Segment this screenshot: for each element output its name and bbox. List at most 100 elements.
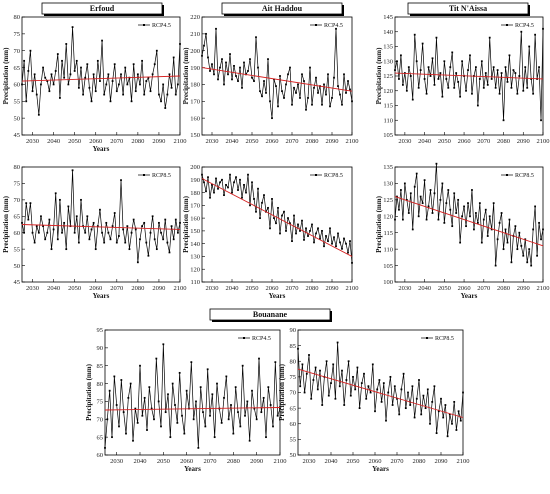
data-point <box>262 396 265 399</box>
x-tick-label: 2030 <box>26 285 39 292</box>
data-point <box>341 103 343 106</box>
data-point <box>48 218 51 221</box>
data-point <box>427 205 430 208</box>
data-point <box>431 400 434 403</box>
x-axis-label: Years <box>93 292 110 300</box>
data-point <box>223 83 225 86</box>
y-tick-label: 180 <box>190 190 200 197</box>
data-point <box>303 391 306 394</box>
x-tick-label: 2090 <box>250 458 263 465</box>
data-point <box>528 248 531 251</box>
data-point <box>453 400 456 403</box>
x-tick-label: 2080 <box>306 285 319 292</box>
x-tick-label: 2040 <box>418 138 431 145</box>
chart-title: Erfoud <box>90 4 115 13</box>
data-point <box>504 66 507 69</box>
data-point <box>404 407 407 410</box>
x-tick-label: 2090 <box>517 285 530 292</box>
data-point <box>235 176 237 179</box>
data-point <box>120 379 123 381</box>
data-point <box>136 421 139 424</box>
data-point <box>105 83 108 86</box>
data-point <box>59 97 61 99</box>
data-point <box>279 232 281 235</box>
chart-panel-2: Ait Haddou 2030 2040 2050 2060 2070 2080 2090 21… <box>182 2 359 145</box>
data-point <box>235 75 237 77</box>
trend-line <box>201 178 353 257</box>
data-point <box>120 179 122 182</box>
data-point <box>329 227 331 230</box>
data-point <box>86 63 89 66</box>
x-tick-label: 2050 <box>157 458 170 465</box>
data-point <box>297 347 299 350</box>
data-point <box>461 60 463 63</box>
data-point <box>31 90 34 93</box>
data-point <box>303 238 305 241</box>
data-point <box>309 229 311 232</box>
data-point <box>145 80 148 82</box>
data-point <box>319 369 321 372</box>
data-point <box>317 227 319 230</box>
y-tick-label: 130 <box>383 58 393 65</box>
y-tick-label: 65 <box>97 434 104 441</box>
y-tick-label: 115 <box>383 230 393 237</box>
data-point <box>255 418 258 421</box>
data-point <box>323 245 325 248</box>
data-point <box>287 217 289 220</box>
data-point <box>244 414 246 417</box>
data-point <box>113 63 116 66</box>
data-point <box>176 83 179 86</box>
x-axis-label: Years <box>93 145 110 153</box>
data-point <box>518 75 521 77</box>
data-point <box>176 421 179 424</box>
x-tick-label: 2090 <box>517 138 530 145</box>
data-point <box>162 343 165 346</box>
x-tick-label: 2100 <box>537 285 550 292</box>
data-point <box>115 404 118 406</box>
data-point <box>276 414 279 417</box>
y-tick-label: 75 <box>290 374 297 381</box>
data-point <box>417 215 420 218</box>
legend-marker <box>315 24 317 26</box>
y-tick-label: 120 <box>383 88 393 95</box>
x-tick-label: 2100 <box>537 138 550 145</box>
data-point <box>225 375 228 378</box>
data-point <box>407 212 410 214</box>
x-tick-label: 2030 <box>206 285 219 292</box>
data-point <box>305 227 307 230</box>
x-tick-label: 2100 <box>346 285 359 292</box>
data-point <box>201 173 203 176</box>
legend-label: RCP4.5 <box>252 336 271 342</box>
data-point <box>447 86 450 89</box>
data-point <box>229 173 231 176</box>
plot-frame <box>104 329 281 456</box>
data-point <box>271 117 273 120</box>
data-point <box>311 223 313 226</box>
data-point <box>459 419 462 422</box>
data-point <box>260 411 263 414</box>
data-point <box>514 225 517 228</box>
data-point <box>162 238 165 241</box>
y-tick-label: 210 <box>190 31 200 38</box>
y-tick-label: 110 <box>383 246 393 253</box>
data-point <box>230 404 232 406</box>
data-point <box>371 363 374 366</box>
data-point <box>59 198 61 201</box>
data-point <box>475 66 477 69</box>
data-point <box>153 418 155 421</box>
data-point <box>528 45 531 48</box>
data-point <box>231 191 233 194</box>
x-tick-label: 2070 <box>204 458 217 465</box>
data-point <box>411 98 414 101</box>
data-point <box>267 386 270 389</box>
data-point <box>520 30 523 33</box>
y-tick-label: 130 <box>190 254 200 261</box>
x-tick-label: 2060 <box>89 285 102 292</box>
data-point <box>380 400 383 403</box>
data-point <box>327 240 329 243</box>
data-point <box>217 78 219 81</box>
y-tick-label: 190 <box>190 177 200 184</box>
data-point <box>215 27 217 30</box>
trend-line <box>21 75 181 82</box>
